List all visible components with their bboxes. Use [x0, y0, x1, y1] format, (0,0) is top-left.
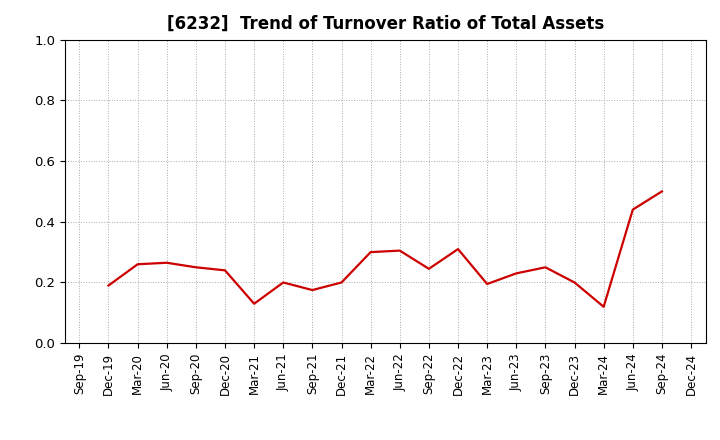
Title: [6232]  Trend of Turnover Ratio of Total Assets: [6232] Trend of Turnover Ratio of Total … — [166, 15, 604, 33]
